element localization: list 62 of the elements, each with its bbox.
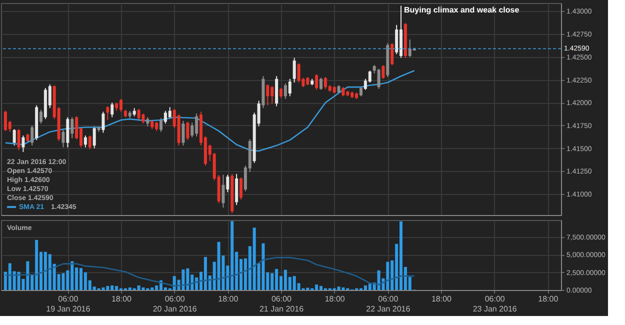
candlestick xyxy=(40,109,42,124)
candlestick xyxy=(284,82,287,100)
candlestick xyxy=(102,111,105,134)
x-tick-label: 06:00 19 Jan 2016 xyxy=(46,294,91,314)
candlestick xyxy=(288,78,292,97)
candlestick xyxy=(22,135,25,152)
x-tick-label: 18:00 xyxy=(324,294,346,304)
annotation: Buying climax and weak close xyxy=(404,6,520,15)
candlestick xyxy=(62,130,65,148)
candlestick xyxy=(222,174,225,208)
candlestick xyxy=(226,174,230,193)
x-tick-label: 18:00 xyxy=(111,294,132,304)
bar xyxy=(137,285,140,290)
candlestick xyxy=(292,57,296,83)
candlestick xyxy=(84,135,87,148)
bar xyxy=(182,270,185,290)
x-tick-label: 18:00 xyxy=(218,294,239,304)
candlestick xyxy=(30,124,34,146)
candlestick xyxy=(137,108,140,122)
candlestick xyxy=(142,113,145,124)
candlestick xyxy=(360,86,362,97)
candlestick xyxy=(240,177,242,200)
candlestick xyxy=(377,68,380,90)
candlestick xyxy=(70,116,74,139)
candlestick xyxy=(315,74,318,90)
x-tick-label: 18:00 xyxy=(431,294,452,304)
bar xyxy=(377,270,380,290)
candlestick xyxy=(266,84,270,106)
candlestick xyxy=(110,102,114,118)
candlestick xyxy=(186,121,190,141)
line-series xyxy=(4,70,415,152)
candlestick xyxy=(168,106,172,120)
bar xyxy=(17,272,20,290)
bar xyxy=(142,287,145,290)
candlestick xyxy=(235,173,238,206)
candlestick xyxy=(342,86,345,97)
bar xyxy=(262,243,265,290)
candlestick xyxy=(382,64,385,80)
candlestick xyxy=(146,116,150,127)
candlestick xyxy=(395,24,398,55)
candlestick xyxy=(17,128,20,151)
candlestick xyxy=(12,128,16,146)
candlestick xyxy=(320,77,322,90)
bar xyxy=(342,287,345,290)
bar xyxy=(337,286,340,290)
x-tick-label: 06:00 20 Jan 2016 xyxy=(152,294,198,314)
x-tick-label: 06:00 23 Jan 2016 xyxy=(472,294,518,314)
candlestick xyxy=(182,120,185,146)
candlestick xyxy=(390,42,394,66)
x-tick-label: 06:00 21 Jan 2016 xyxy=(259,294,304,314)
candlestick xyxy=(66,116,70,148)
bar xyxy=(102,287,105,290)
candlestick xyxy=(297,62,300,83)
x-tick-label: 06:00 22 Jan 2016 xyxy=(366,294,411,314)
bar xyxy=(217,242,220,290)
candlestick xyxy=(160,118,162,132)
candlestick xyxy=(280,87,282,99)
candlestick xyxy=(106,106,110,120)
candlestick xyxy=(88,135,92,150)
line-series xyxy=(4,256,415,287)
x-tick-label: 18:00 xyxy=(538,294,559,304)
bar xyxy=(62,273,65,290)
